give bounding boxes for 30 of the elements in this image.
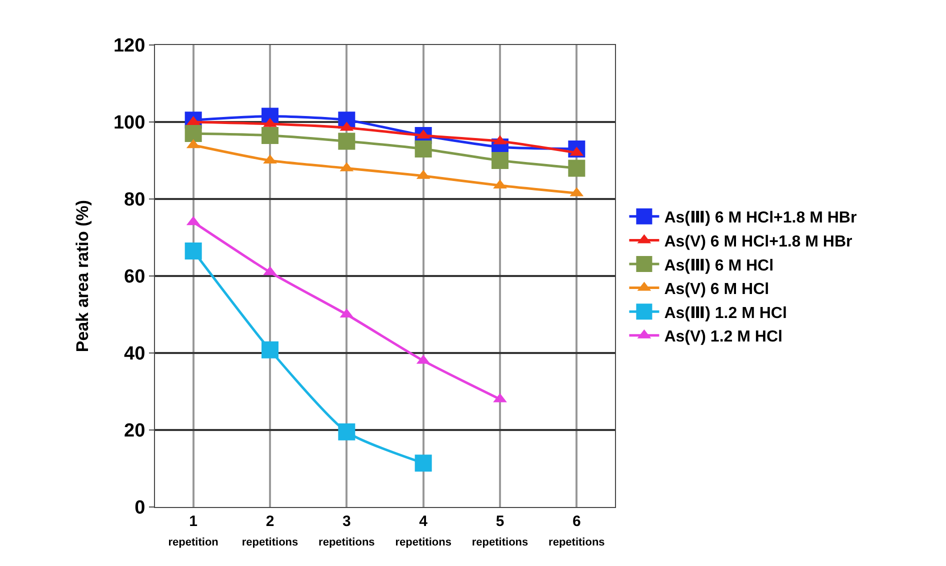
legend-label: As(Ⅲ) 1.2 M HCl (664, 304, 787, 322)
point (338, 423, 356, 440)
point (338, 132, 356, 150)
point (262, 341, 278, 358)
y-tick-label: 120 (113, 36, 146, 57)
x-tick-label: 2 repetitions (242, 513, 298, 548)
point (492, 152, 508, 169)
point (414, 140, 432, 158)
x-tick-label: 1 repetition (168, 513, 219, 548)
point (184, 242, 202, 260)
y-tick-label: 100 (113, 112, 146, 134)
y-tick-label: 80 (124, 190, 146, 211)
x-tick-label: 5 repetitions (472, 513, 528, 548)
y-tick-label: 40 (124, 344, 146, 365)
legend-label: As(V) 6 M HCl (664, 281, 770, 298)
y-tick-label: 60 (124, 266, 146, 288)
point (262, 126, 278, 144)
point (568, 160, 586, 177)
y-tick-label: 20 (124, 420, 146, 442)
point (184, 125, 202, 142)
y-axis-title: Peak area ratio (%) (73, 200, 92, 352)
x-tick-label: 4 repetitions (395, 513, 452, 548)
legend-label: As(Ⅲ) 6 M HCl+1.8 M HBr (664, 210, 857, 227)
x-tick-label: 3 repetitions (318, 513, 375, 548)
legend-label: As(V) 1.2 M HCl (664, 328, 782, 346)
x-tick-label: 6 repetitions (548, 513, 605, 548)
y-tick-label: 0 (134, 498, 146, 519)
legend-label: As(Ⅲ) 6 M HCl (664, 257, 774, 274)
point (414, 454, 432, 472)
legend-label: As(V) 6 M HCl+1.8 M HBr (664, 233, 852, 250)
